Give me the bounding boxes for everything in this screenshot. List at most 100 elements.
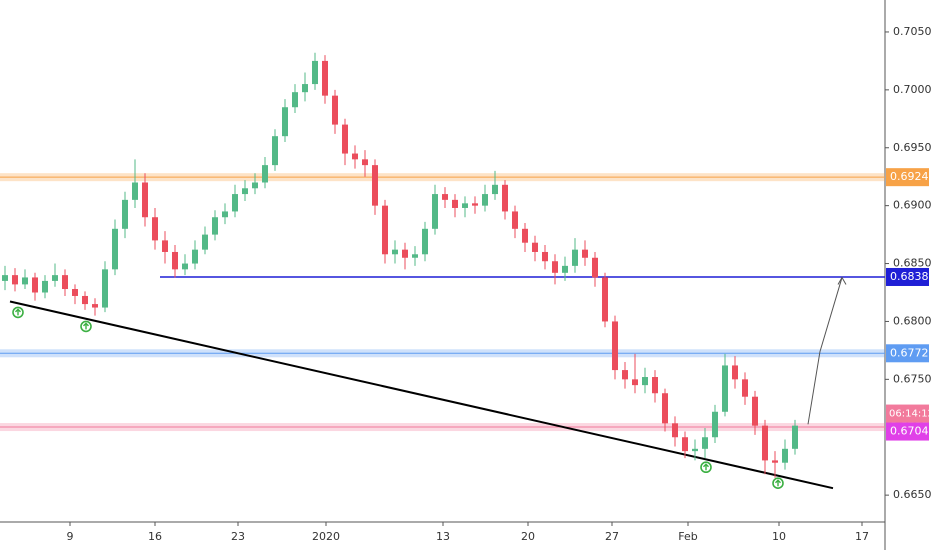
candle-body [552, 261, 558, 273]
candle-body [642, 377, 648, 386]
countdown-box [886, 404, 929, 423]
candle-body [222, 211, 228, 218]
candle-body [432, 194, 438, 229]
level-label: 0.67725 [890, 346, 932, 359]
candle-body [602, 277, 608, 322]
x-tick-label: 20 [521, 530, 535, 543]
candle-body [672, 423, 678, 438]
candle-body [562, 265, 568, 273]
candle-body [62, 275, 68, 290]
candle-body [232, 194, 238, 212]
candle-body [262, 165, 268, 183]
candle-body [522, 228, 528, 243]
candle-body [532, 242, 538, 252]
candle-body [132, 182, 138, 200]
candle-body [372, 165, 378, 206]
candle-body [622, 370, 628, 380]
x-tick-label: 13 [436, 530, 450, 543]
candle-body [722, 365, 728, 412]
current-price-label: 0.67049 [890, 425, 932, 438]
candle-body [342, 124, 348, 154]
candle-body [242, 188, 248, 195]
countdown: 06:14:12 [889, 409, 932, 420]
candle-body [512, 211, 518, 229]
candle-body [282, 107, 288, 137]
x-tick-label: 17 [855, 530, 869, 543]
y-tick-label: 0.70500 [893, 25, 932, 38]
candle-body [72, 289, 78, 296]
level-label-box [886, 168, 929, 187]
x-tick-label: 9 [67, 530, 74, 543]
candle-body [22, 277, 28, 285]
candle-body [472, 203, 478, 206]
candle-body [702, 437, 708, 449]
candle-body [782, 448, 788, 463]
candle-body [292, 92, 298, 108]
candle-body [442, 194, 448, 200]
x-tick-label: 16 [148, 530, 162, 543]
arrow-head [837, 276, 847, 285]
candle-body [112, 228, 118, 270]
candle-body [122, 199, 128, 229]
candle-body [192, 249, 198, 264]
candle-body [422, 228, 428, 255]
x-tick-label: Feb [678, 530, 697, 543]
projection-path [807, 277, 843, 425]
candle-body [712, 411, 718, 438]
current-price-box [886, 422, 929, 441]
candle-body [492, 184, 498, 195]
candle-body [542, 251, 548, 262]
candle-body [392, 249, 398, 255]
candle-body [732, 365, 738, 380]
candle-body [202, 234, 208, 250]
candle-body [772, 460, 778, 463]
candle-body [52, 275, 58, 281]
candle-body [252, 182, 258, 189]
candle-body [332, 95, 338, 125]
x-tick-label: 2020 [312, 530, 340, 543]
candle-body [2, 275, 8, 281]
candle-body [592, 257, 598, 278]
trendline [9, 300, 834, 490]
candle-body [452, 199, 458, 208]
level-label-box [886, 344, 929, 363]
signal-arrow [775, 479, 781, 487]
candle-body [212, 217, 218, 235]
x-tick-label: 23 [231, 530, 245, 543]
candle-body [752, 396, 758, 426]
level-label: 0.69246 [890, 170, 932, 183]
candle-body [272, 136, 278, 166]
candle-body [682, 437, 688, 452]
candle-body [42, 280, 48, 293]
candle-body [32, 277, 38, 293]
candle-body [582, 249, 588, 258]
candle-body [502, 184, 508, 212]
candle-body [792, 425, 798, 449]
candle-body [462, 203, 468, 208]
candle-body [302, 84, 308, 93]
signal-arrow [83, 322, 89, 330]
x-tick-label: 27 [605, 530, 619, 543]
candle-body [362, 159, 368, 166]
candle-body [742, 379, 748, 397]
candle-body [612, 321, 618, 371]
candle-body [102, 269, 108, 308]
candle-body [572, 249, 578, 266]
candle-body [412, 254, 418, 258]
candle-body [152, 217, 158, 241]
candle-body [312, 60, 318, 85]
candle-body [762, 425, 768, 461]
candle-body [182, 263, 188, 270]
candle-body [402, 249, 408, 258]
candle-body [352, 153, 358, 160]
level-label: 0.68384 [890, 270, 932, 283]
